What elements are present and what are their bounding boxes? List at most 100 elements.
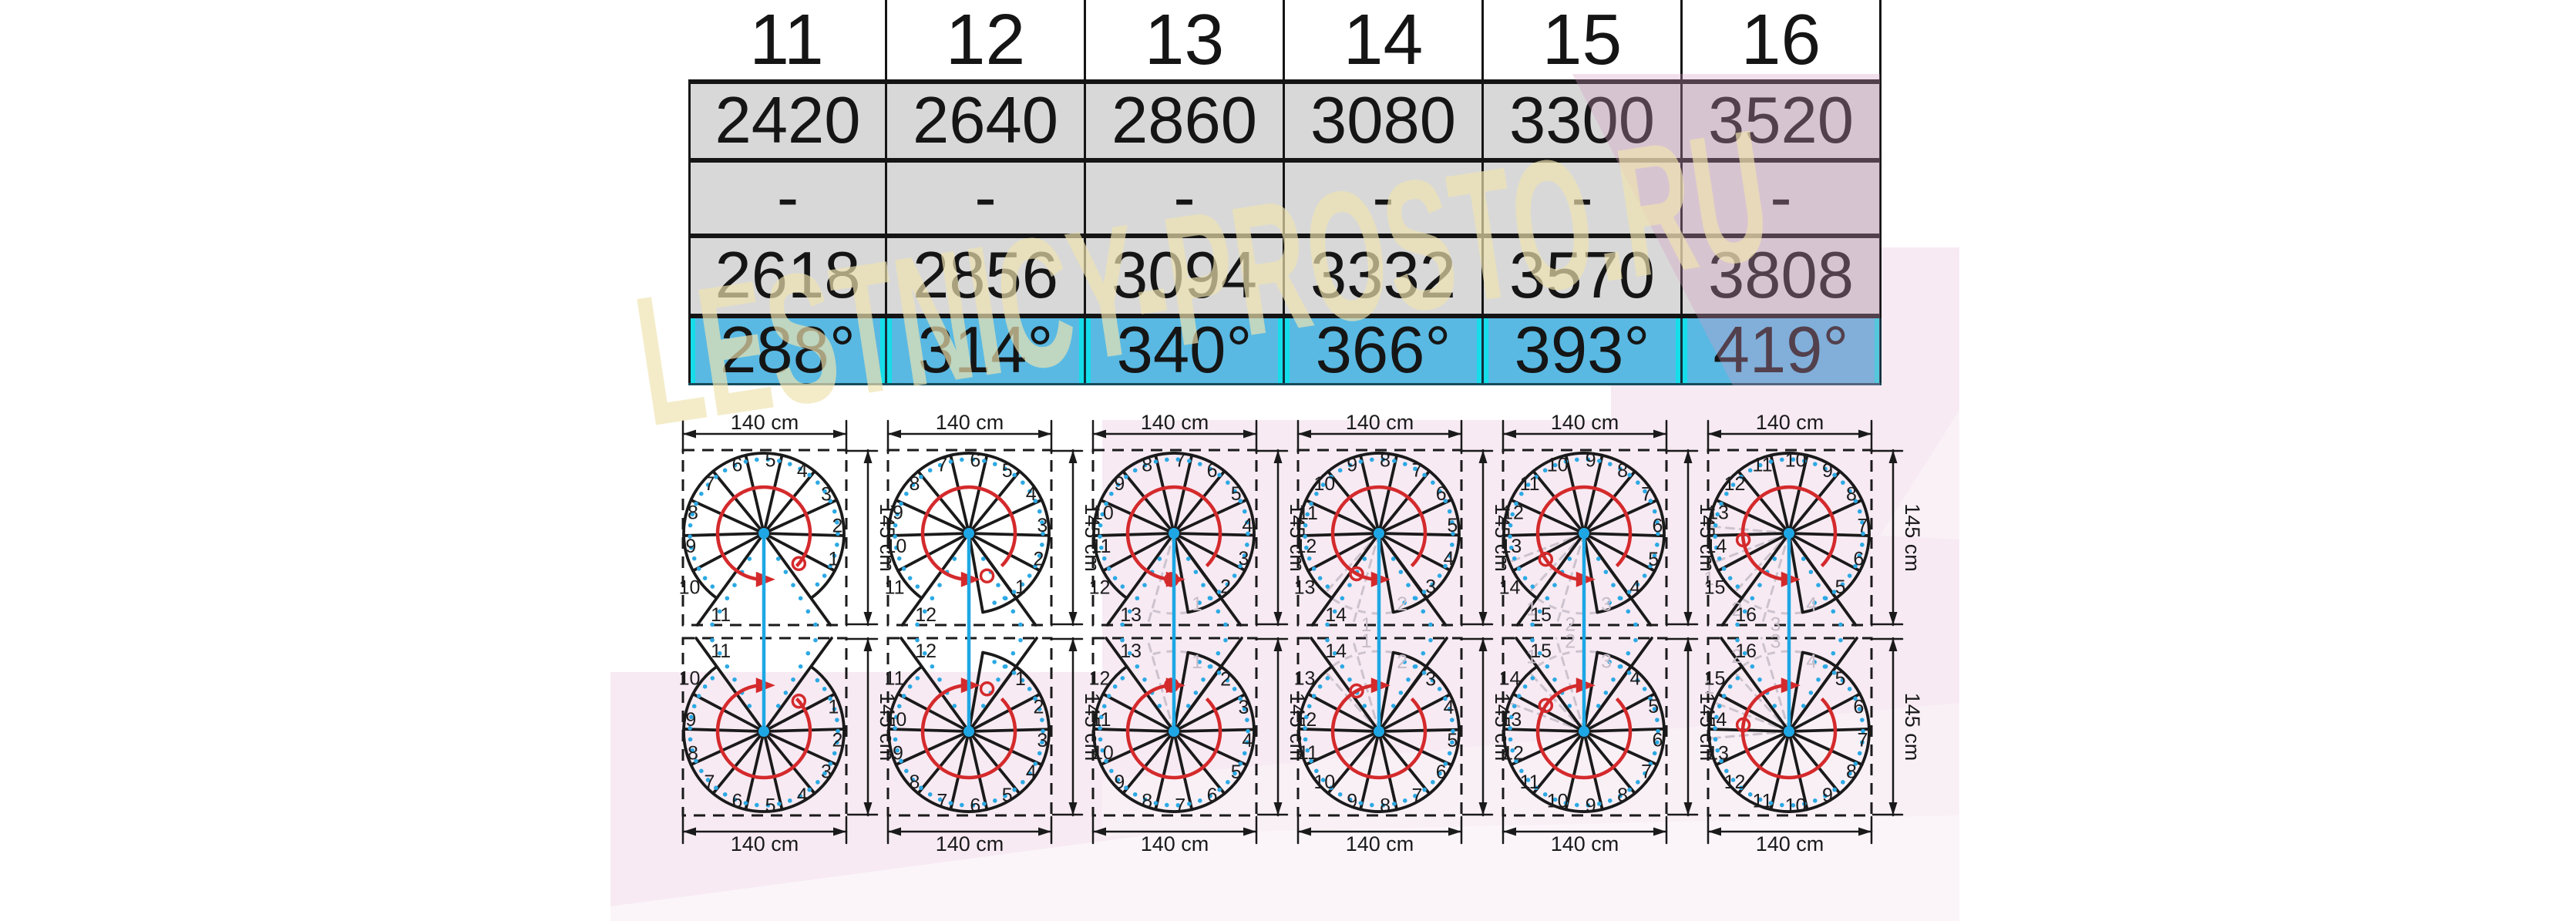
- dimension-width-label: 140 cm: [731, 832, 799, 855]
- step-number-label: 3: [821, 761, 832, 783]
- step-number-label: 11: [1520, 473, 1540, 495]
- step-number-label: 5: [1231, 483, 1242, 505]
- step-number-label: 11: [1520, 771, 1540, 793]
- step-number-label: 6: [1652, 516, 1663, 537]
- table-cell: 3094: [1086, 238, 1285, 314]
- step-number-label: 13: [1707, 742, 1729, 764]
- step-number-label: 8: [1846, 483, 1857, 505]
- step-number-label: 12: [915, 640, 937, 662]
- step-number-label: 12: [1295, 536, 1317, 557]
- step-number-label: 7: [1857, 515, 1868, 536]
- table-cell: 3808: [1683, 238, 1882, 314]
- step-number-label: 9: [1114, 473, 1125, 495]
- step-number-label: 4: [1026, 483, 1037, 505]
- step-number-label: 1: [1192, 593, 1202, 615]
- step-number-label: 12: [1502, 742, 1524, 764]
- step-number-label: 12: [1089, 667, 1111, 689]
- step-number-label: 11: [1298, 742, 1318, 764]
- step-number-label: 13: [1120, 604, 1142, 626]
- step-number-label: 7: [1641, 484, 1652, 506]
- step-number-label: 1: [828, 696, 839, 718]
- table-cell: 288°: [688, 318, 887, 383]
- step-number-label: 7: [1411, 460, 1422, 482]
- table-cell: 419°: [1683, 318, 1882, 383]
- step-number-label: 7: [1857, 730, 1868, 751]
- step-number-label: 3: [1771, 630, 1781, 652]
- step-number-label: 12: [1502, 503, 1524, 524]
- step-number-label: 2: [1220, 668, 1231, 690]
- step-number-label: 1: [1703, 568, 1714, 590]
- step-number-label: 10: [679, 577, 701, 599]
- step-number-label: 8: [1380, 449, 1391, 471]
- table-cell: -: [1484, 163, 1683, 234]
- step-number-label: 6: [1436, 483, 1447, 505]
- table-row-angles: 288° 314° 340° 366° 393° 419°: [688, 314, 1882, 385]
- step-number-label: 10: [1547, 454, 1569, 476]
- step-number-label: 6: [970, 449, 980, 471]
- step-number-label: 8: [1617, 460, 1628, 482]
- step-number-label: 5: [1835, 576, 1846, 598]
- step-number-label: 2: [1033, 548, 1044, 570]
- table-header-cell: 14: [1285, 0, 1484, 79]
- table-row: 2618 2856 3094 3332 3570 3808: [688, 234, 1882, 314]
- table-cell: 2860: [1086, 84, 1285, 158]
- step-number-label: 12: [915, 604, 937, 626]
- table-cell: 2856: [887, 238, 1086, 314]
- step-number-label: 10: [679, 667, 701, 689]
- step-number-label: 9: [1586, 449, 1596, 471]
- step-number-label: 6: [1436, 761, 1447, 783]
- step-number-label: 8: [688, 742, 698, 764]
- step-number-label: 10: [1547, 791, 1569, 812]
- step-number-label: 8: [909, 473, 920, 495]
- dimension-width-label: 140 cm: [1551, 832, 1619, 855]
- step-number-label: 5: [1447, 515, 1458, 536]
- step-number-label: 9: [1822, 460, 1833, 482]
- step-number-label: 7: [937, 791, 947, 812]
- step-number-label: 11: [1091, 709, 1111, 731]
- step-number-label: 5: [1648, 696, 1659, 718]
- step-number-label: 6: [1853, 549, 1864, 570]
- step-number-label: 6: [1207, 460, 1218, 482]
- step-number-label: 5: [1447, 730, 1458, 751]
- step-number-label: 7: [1175, 449, 1185, 471]
- step-number-label: 8: [909, 771, 920, 793]
- dimension-width-label: 140 cm: [1756, 411, 1824, 434]
- table-cell: -: [1285, 163, 1484, 234]
- step-number-label: 4: [1806, 593, 1817, 615]
- step-number-label: 9: [1586, 795, 1596, 817]
- step-number-label: 4: [1026, 761, 1037, 783]
- step-number-label: 2: [1397, 593, 1407, 615]
- step-number-label: 3: [1239, 697, 1249, 718]
- step-number-label: 6: [732, 791, 743, 812]
- step-number-label: 8: [688, 503, 698, 524]
- step-number-label: 10: [1785, 449, 1807, 471]
- step-number-label: 1: [1361, 630, 1372, 652]
- step-number-label: 9: [893, 742, 903, 764]
- step-number-label: 4: [1444, 697, 1454, 718]
- step-number-label: 4: [797, 460, 808, 482]
- table-header-cell: 16: [1683, 0, 1882, 79]
- step-number-label: 15: [1530, 640, 1552, 662]
- step-number-label: 9: [1114, 771, 1125, 793]
- table-cell: 3332: [1285, 238, 1484, 314]
- step-number-label: 7: [705, 473, 715, 495]
- step-number-label: 9: [1347, 790, 1357, 812]
- table-cell: 2640: [887, 84, 1086, 158]
- step-number-label: 2: [1220, 576, 1231, 598]
- step-number-label: 2: [832, 730, 842, 751]
- step-number-label: 1: [1015, 668, 1026, 690]
- step-number-label: 5: [765, 449, 776, 471]
- table-header-row: 11 12 13 14 15 16: [688, 0, 1882, 79]
- step-number-label: 13: [1294, 667, 1316, 689]
- table-header-cell: 11: [688, 0, 887, 79]
- step-number-label: 1: [1015, 576, 1026, 598]
- step-number-label: 9: [1347, 455, 1357, 476]
- dimension-width-label: 140 cm: [1141, 411, 1209, 434]
- step-number-label: 7: [705, 771, 715, 793]
